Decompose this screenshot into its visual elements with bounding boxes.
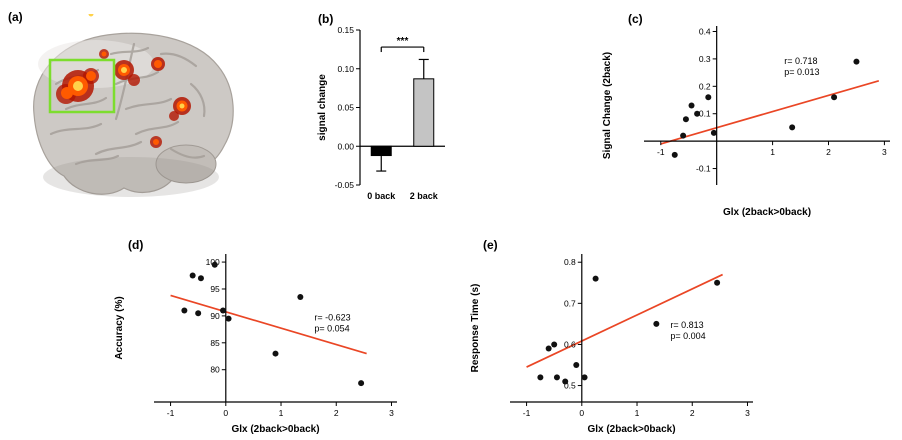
svg-text:1: 1 — [770, 147, 775, 157]
svg-text:0.6: 0.6 — [564, 339, 576, 349]
svg-text:Response Time (s): Response Time (s) — [470, 284, 481, 373]
svg-text:p= 0.054: p= 0.054 — [314, 324, 349, 334]
panel-label-d: (d) — [128, 238, 144, 252]
svg-text:0.00: 0.00 — [337, 141, 354, 151]
svg-text:80: 80 — [210, 365, 220, 375]
svg-text:2 back: 2 back — [410, 191, 439, 201]
svg-text:0.2: 0.2 — [699, 81, 711, 91]
activation-cluster-small — [99, 49, 162, 148]
svg-text:Glx (2back>0back): Glx (2back>0back) — [231, 424, 319, 435]
svg-text:0.10: 0.10 — [337, 64, 354, 74]
svg-text:Glx (2back>0back): Glx (2back>0back) — [723, 207, 811, 218]
svg-text:90: 90 — [210, 311, 220, 321]
svg-text:-0.1: -0.1 — [696, 164, 711, 174]
svg-text:1: 1 — [279, 408, 284, 418]
svg-text:0.3: 0.3 — [699, 54, 711, 64]
svg-text:p= 0.004: p= 0.004 — [670, 331, 705, 341]
panel-label-a: (a) — [8, 10, 23, 24]
brain-panel — [6, 14, 256, 209]
scatter-panel-accuracy: -1 0 1 2 3 80 85 90 95 100 r= -0.623 p= 0.054 Glx (2… — [112, 246, 407, 436]
svg-text:0.1: 0.1 — [699, 109, 711, 119]
svg-text:Glx (2back>0back): Glx (2back>0back) — [587, 424, 675, 435]
svg-text:0.7: 0.7 — [564, 298, 576, 308]
activation-cluster-right — [169, 97, 191, 121]
svg-text:0.8: 0.8 — [564, 257, 576, 267]
panel-label-b: (b) — [318, 12, 334, 26]
svg-text:95: 95 — [210, 284, 220, 294]
svg-text:r= 0.813: r= 0.813 — [670, 320, 703, 330]
svg-text:signal change: signal change — [317, 74, 328, 141]
brain-shadow — [43, 157, 219, 197]
svg-text:r= -0.623: r= -0.623 — [314, 313, 350, 323]
panel-label-c: (c) — [628, 12, 643, 26]
activation-clusters — [56, 14, 191, 148]
svg-text:0 back: 0 back — [367, 191, 396, 201]
scatter-panel-response-time: -1 0 1 2 3 0.5 0.6 0.7 0.8 r= 0.813 p= 0.004 Glx (2… — [468, 246, 763, 436]
cerebellum — [155, 144, 217, 184]
roi-box — [48, 58, 116, 114]
svg-text:-1: -1 — [523, 408, 531, 418]
scatter-panel-signal-change: -1 1 2 3 -0.1 0.1 0.2 0.3 0.4 r= 0.718 p= 0.013 Glx… — [600, 14, 900, 219]
svg-text:p= 0.013: p= 0.013 — [784, 67, 819, 77]
svg-text:r= 0.718: r= 0.718 — [784, 56, 817, 66]
svg-text:Accuracy (%): Accuracy (%) — [114, 296, 125, 359]
svg-text:1: 1 — [635, 408, 640, 418]
svg-text:0.05: 0.05 — [337, 103, 354, 113]
bar-chart-panel: -0.05 0.00 0.05 0.10 0.15 0 back 2 back *** sign… — [312, 16, 457, 221]
svg-text:2: 2 — [334, 408, 339, 418]
svg-text:Signal Change (2back): Signal Change (2back) — [602, 52, 613, 159]
activation-cluster-roi — [56, 14, 99, 104]
svg-text:2: 2 — [690, 408, 695, 418]
svg-text:85: 85 — [210, 338, 220, 348]
svg-text:***: *** — [397, 36, 409, 47]
panel-label-e: (e) — [483, 238, 498, 252]
bar-chart-signal-change: -0.05 0.00 0.05 0.10 0.15 0 back 2 back *** sign… — [317, 25, 445, 201]
svg-text:0: 0 — [579, 408, 584, 418]
svg-text:-1: -1 — [167, 408, 175, 418]
svg-text:100: 100 — [206, 257, 220, 267]
svg-text:0.4: 0.4 — [699, 26, 711, 36]
svg-text:3: 3 — [389, 408, 394, 418]
svg-text:0.5: 0.5 — [564, 381, 576, 391]
svg-text:0: 0 — [223, 408, 228, 418]
brain-render — [33, 14, 234, 197]
svg-text:0.15: 0.15 — [337, 25, 354, 35]
svg-text:-0.05: -0.05 — [335, 180, 355, 190]
svg-text:3: 3 — [882, 147, 887, 157]
svg-text:-1: -1 — [657, 147, 665, 157]
activation-cluster-top-right — [151, 57, 165, 71]
svg-text:2: 2 — [826, 147, 831, 157]
svg-text:3: 3 — [745, 408, 750, 418]
activation-cluster-mid — [114, 60, 140, 86]
